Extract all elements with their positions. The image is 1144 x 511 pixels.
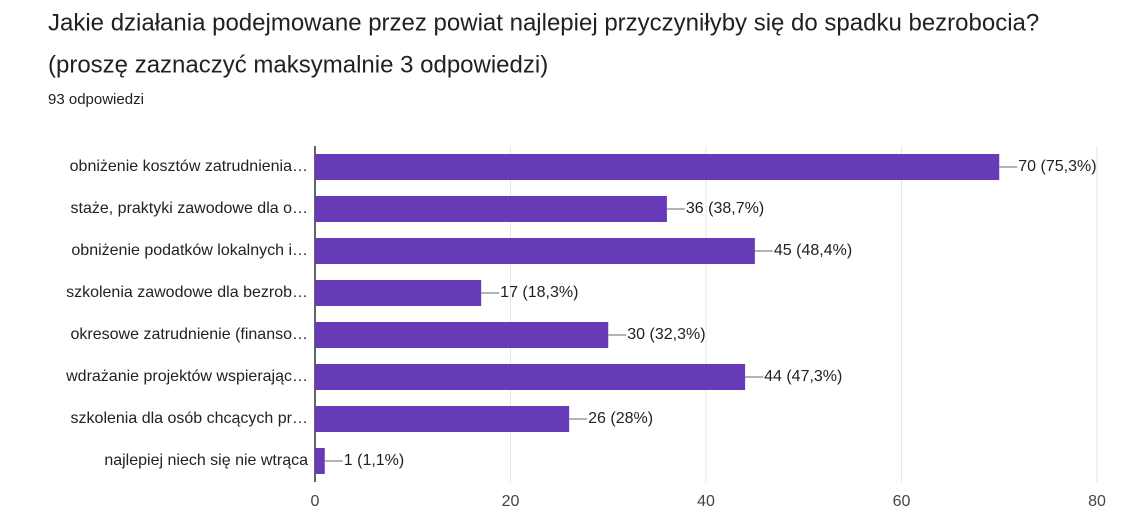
y-tick-label: szkolenia dla osób chcących pr…: [71, 410, 308, 427]
y-tick-label: najlepiej niech się nie wtrąca: [104, 452, 308, 469]
chart-title: Jakie działania podejmowane przez powiat…: [48, 9, 1039, 36]
y-tick-label: wdrażanie projektów wspierając…: [65, 368, 308, 385]
x-tick-label: 0: [311, 493, 320, 510]
value-label: 26 (28%): [588, 410, 653, 427]
x-tick-label: 60: [893, 493, 911, 510]
value-label: 17 (18,3%): [500, 284, 578, 301]
bar: [315, 280, 482, 306]
value-label: 1 (1,1%): [344, 452, 404, 469]
value-label: 44 (47,3%): [764, 368, 842, 385]
bar: [315, 154, 1000, 180]
x-tick-label: 40: [697, 493, 715, 510]
value-label: 45 (48,4%): [774, 242, 852, 259]
y-tick-label: okresowe zatrudnienie (finanso…: [71, 326, 308, 343]
bar: [315, 322, 609, 348]
value-label: 30 (32,3%): [627, 326, 705, 343]
value-label: 36 (38,7%): [686, 200, 764, 217]
bar: [315, 196, 667, 222]
bar: [315, 406, 570, 432]
chart-subtitle: 93 odpowiedzi: [48, 91, 144, 108]
x-tick-label: 20: [502, 493, 520, 510]
y-tick-label: szkolenia zawodowe dla bezrob…: [66, 284, 308, 301]
y-tick-label: obniżenie podatków lokalnych i…: [71, 242, 308, 259]
x-tick-label: 80: [1088, 493, 1106, 510]
y-tick-label: staże, praktyki zawodowe dla o…: [71, 200, 308, 217]
y-tick-label: obniżenie kosztów zatrudnienia…: [70, 158, 308, 175]
chart-title: (proszę zaznaczyć maksymalnie 3 odpowied…: [48, 51, 548, 78]
value-label: 70 (75,3%): [1018, 158, 1096, 175]
bar: [315, 364, 746, 390]
bar: [315, 448, 325, 474]
bar: [315, 238, 755, 264]
